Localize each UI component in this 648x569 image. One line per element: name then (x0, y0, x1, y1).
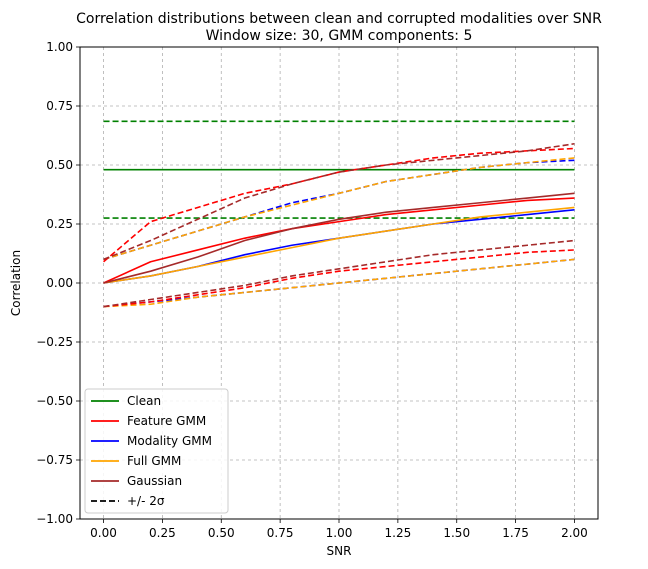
x-tick-label: 0.75 (267, 526, 294, 540)
y-tick-label: 0.25 (46, 217, 73, 231)
y-tick-label: 0.00 (46, 276, 73, 290)
x-tick-label: 1.50 (443, 526, 470, 540)
x-tick-label: 1.75 (502, 526, 529, 540)
y-tick-label: −1.00 (36, 512, 73, 526)
x-tick-label: 1.25 (385, 526, 412, 540)
x-tick-label: 1.00 (326, 526, 353, 540)
y-axis-label: Correlation (9, 250, 23, 316)
y-tick-label: 1.00 (46, 40, 73, 54)
chart-title: Correlation distributions between clean … (76, 11, 602, 27)
series-line-gaussian-12 (103, 192, 575, 284)
legend-label: Gaussian (127, 474, 182, 488)
legend-box (84, 388, 229, 514)
series-line-band-11 (103, 249, 575, 308)
legend: Clean Feature GMM Modality GMM Full GMM Gaus… (84, 388, 229, 514)
chart-subtitle: Window size: 30, GMM components: 5 (206, 28, 473, 44)
series-line-full-gmm-6 (103, 206, 575, 284)
series-line-band-7 (103, 157, 575, 261)
x-tick-label: 2.00 (561, 526, 588, 540)
legend-label: +/- 2σ (127, 494, 165, 508)
series-line-band-14 (103, 239, 575, 308)
y-tick-label: −0.25 (36, 335, 73, 349)
x-tick-label: 0.00 (90, 526, 117, 540)
legend-label: Modality GMM (127, 434, 212, 448)
x-tick-label: 0.25 (149, 526, 176, 540)
legend-label: Feature GMM (127, 414, 206, 428)
series-line-feature-gmm-9 (103, 197, 575, 284)
x-tick-label: 0.50 (208, 526, 235, 540)
x-axis: 0.00 0.25 0.50 0.75 1.00 1.25 1.50 1.75 2.00 (90, 519, 588, 540)
series-line-band-13 (103, 142, 575, 261)
y-tick-label: 0.75 (46, 99, 73, 113)
legend-label: Full GMM (127, 454, 181, 468)
series-line-band-8 (103, 258, 575, 308)
x-axis-label: SNR (327, 544, 352, 558)
y-tick-label: 0.50 (46, 158, 73, 172)
y-tick-label: −0.50 (36, 394, 73, 408)
legend-label: Clean (127, 394, 161, 408)
series-layer (103, 120, 575, 308)
y-tick-label: −0.75 (36, 453, 73, 467)
y-axis: 1.00 0.75 0.50 0.25 0.00 −0.25 −0.50 −0.75 −1.00 (36, 40, 80, 526)
series-line-band-10 (103, 147, 575, 263)
